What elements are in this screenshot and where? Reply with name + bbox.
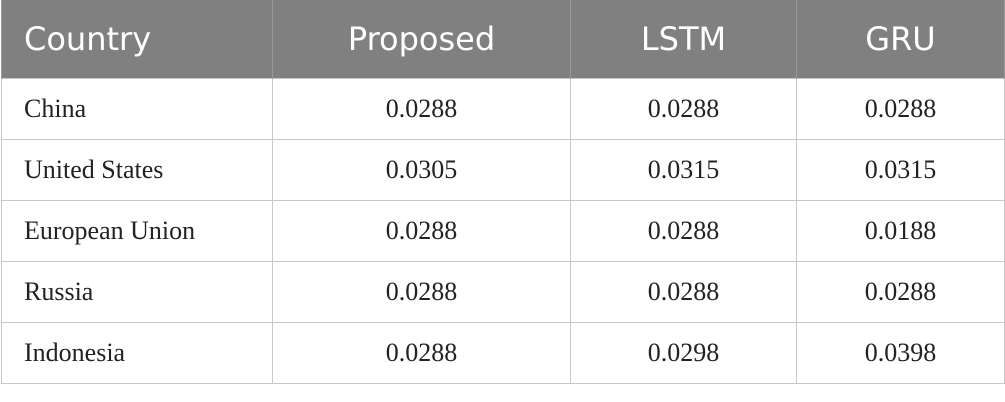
table-body: China 0.0288 0.0288 0.0288 United States 0.03…: [1, 78, 1005, 384]
value-cell: 0.0288: [570, 78, 797, 140]
header-cell: LSTM: [570, 0, 797, 79]
table-row: European Union 0.0288 0.0288 0.0188: [1, 200, 1005, 262]
table-row: Russia 0.0288 0.0288 0.0288: [1, 261, 1005, 323]
value-cell: 0.0288: [272, 200, 571, 262]
header-cell: Proposed: [272, 0, 571, 79]
value-cell: 0.0288: [570, 200, 797, 262]
header-cell: GRU: [796, 0, 1005, 79]
value-cell: 0.0398: [796, 322, 1005, 384]
value-cell: 0.0288: [272, 322, 571, 384]
country-cell: European Union: [1, 200, 273, 262]
header-row: Country Proposed LSTM GRU: [1, 0, 1005, 79]
value-cell: 0.0298: [570, 322, 797, 384]
value-cell: 0.0288: [796, 78, 1005, 140]
value-cell: 0.0288: [272, 78, 571, 140]
value-cell: 0.0288: [796, 261, 1005, 323]
country-cell: United States: [1, 139, 273, 201]
value-cell: 0.0188: [796, 200, 1005, 262]
country-cell: China: [1, 78, 273, 140]
value-cell: 0.0288: [570, 261, 797, 323]
table-row: China 0.0288 0.0288 0.0288: [1, 78, 1005, 140]
value-cell: 0.0305: [272, 139, 571, 201]
table-row: United States 0.0305 0.0315 0.0315: [1, 139, 1005, 201]
results-table: Country Proposed LSTM GRU China 0.0288 0.0288…: [1, 0, 1005, 384]
value-cell: 0.0315: [570, 139, 797, 201]
table-row: Indonesia 0.0288 0.0298 0.0398: [1, 322, 1005, 384]
value-cell: 0.0315: [796, 139, 1005, 201]
header-cell: Country: [1, 0, 273, 79]
country-cell: Indonesia: [1, 322, 273, 384]
table-header: Country Proposed LSTM GRU: [1, 0, 1005, 79]
value-cell: 0.0288: [272, 261, 571, 323]
country-cell: Russia: [1, 261, 273, 323]
